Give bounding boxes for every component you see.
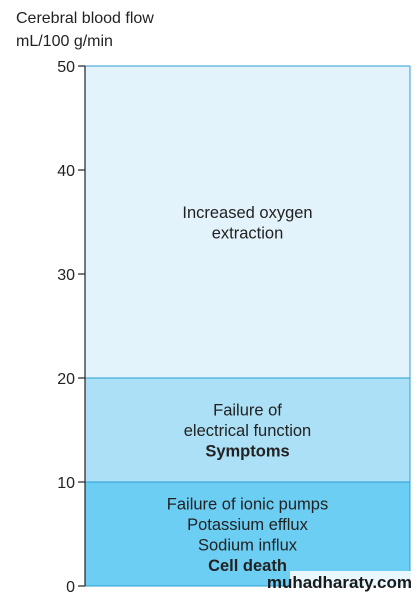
band-label-line: Sodium influx (198, 536, 298, 554)
band-label-line: Failure of ionic pumps (167, 495, 328, 513)
watermark-background (290, 571, 415, 593)
y-axis: 0 10 20 30 40 50 (57, 59, 86, 595)
band-20-50 (85, 66, 410, 378)
band-10-20 (85, 378, 410, 482)
y-axis-label-line-1: Cerebral blood flow (16, 10, 154, 27)
band-label-line: Increased oxygen (182, 204, 312, 222)
band-label-line: electrical function (184, 422, 311, 440)
y-tick-label: 20 (57, 371, 75, 388)
y-tick-label: 50 (57, 59, 75, 76)
y-tick-label: 10 (57, 475, 75, 492)
band-label-line: Cell death (208, 557, 287, 575)
y-axis-label-line-2: mL/100 g/min (16, 33, 113, 50)
band-label-line: Potassium efflux (187, 516, 309, 534)
y-tick-label: 30 (57, 267, 75, 284)
y-tick-label: 0 (66, 579, 75, 595)
band-labels: Increased oxygen extraction Failure of elec… (167, 204, 328, 575)
bands (85, 66, 410, 586)
watermark-text: muhadharaty.com (267, 573, 412, 592)
band-label-line: Failure of (213, 402, 282, 420)
band-0-10 (85, 482, 410, 586)
band-label-line: Symptoms (205, 443, 289, 461)
band-label-line: extraction (212, 224, 284, 242)
y-tick-label: 40 (57, 163, 75, 180)
